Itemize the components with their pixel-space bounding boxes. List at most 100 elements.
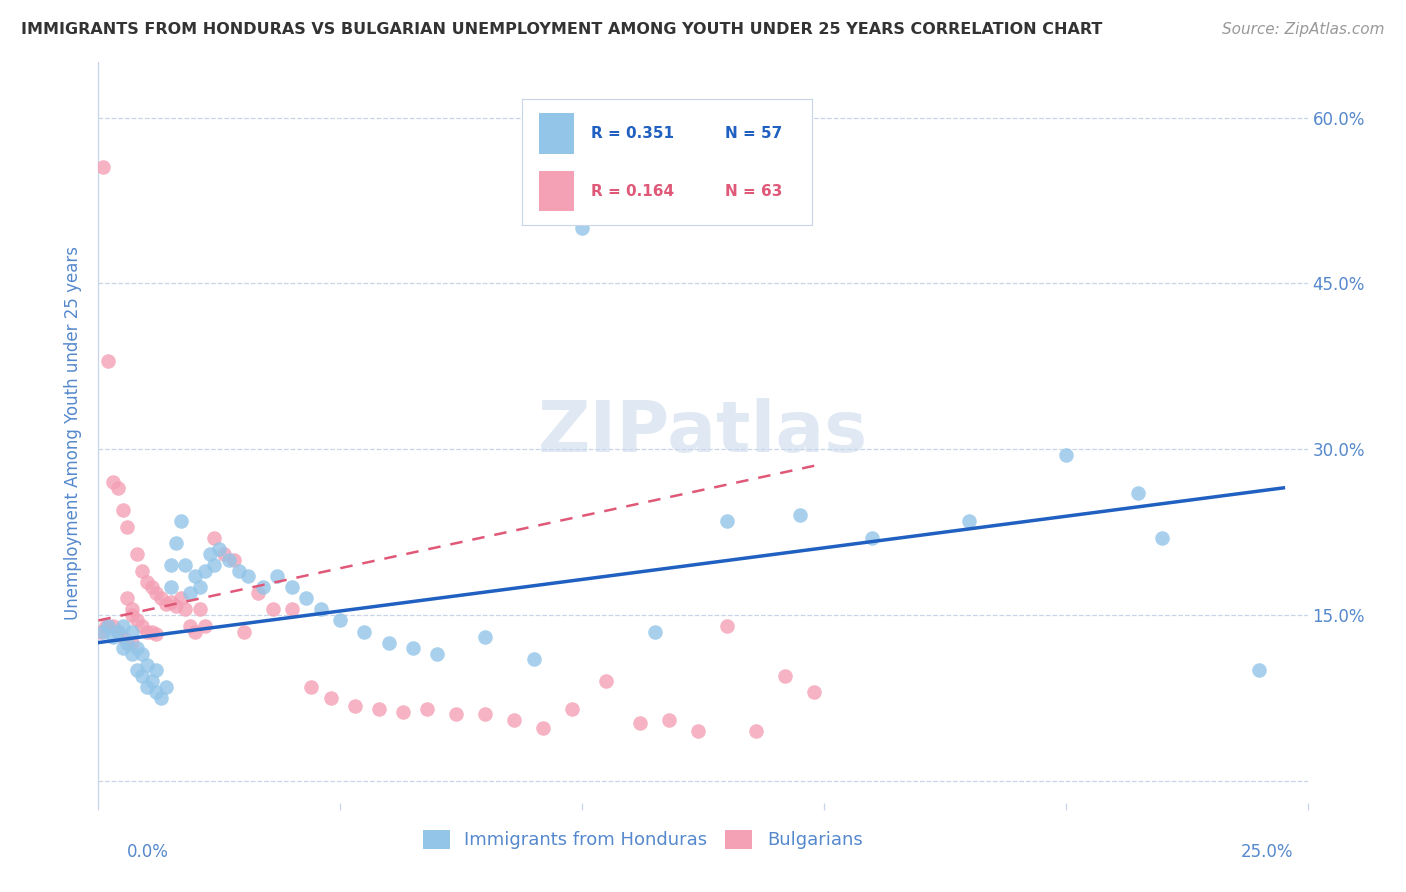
Point [141,580,163,594]
Point [218,552,240,566]
Point [165,599,187,613]
Point [141,674,163,689]
Point [232,624,254,639]
Text: IMMIGRANTS FROM HONDURAS VS BULGARIAN UNEMPLOYMENT AMONG YOUTH UNDER 25 YEARS CO: IMMIGRANTS FROM HONDURAS VS BULGARIAN UN… [21,22,1102,37]
Text: ZIPatlas: ZIPatlas [538,398,868,467]
Point [94,619,117,633]
Point [107,624,129,639]
Point [523,652,546,666]
Point [222,552,245,566]
Point [188,580,211,594]
Point [329,614,352,628]
Point [595,674,617,689]
Point [111,619,134,633]
Point [121,647,143,661]
Point [121,602,143,616]
Text: 25.0%: 25.0% [1241,843,1294,861]
Point [503,713,526,727]
Point [745,723,768,738]
Point [174,602,197,616]
Point [135,657,157,672]
Point [131,647,153,661]
Point [252,580,274,594]
Point [474,630,496,644]
Point [474,707,496,722]
Point [131,669,153,683]
Point [716,619,738,633]
Point [194,619,217,633]
Point [262,602,284,616]
Point [111,503,134,517]
Point [91,161,114,175]
Point [208,541,231,556]
Point [353,624,375,639]
Text: 0.0%: 0.0% [127,843,169,861]
Point [117,635,139,649]
Point [179,586,201,600]
Point [803,685,825,699]
Legend: Immigrants from Honduras, Bulgarians: Immigrants from Honduras, Bulgarians [415,823,870,856]
Point [446,707,468,722]
Point [145,685,167,699]
Point [688,723,710,738]
Point [174,558,197,573]
Y-axis label: Unemployment Among Youth under 25 years: Unemployment Among Youth under 25 years [65,245,83,620]
Point [169,591,191,606]
Point [90,624,112,639]
Point [101,630,124,644]
Point [299,680,322,694]
Point [131,564,153,578]
Point [145,663,167,677]
Point [238,569,260,583]
Point [145,626,167,640]
Point [141,624,163,639]
Point [145,586,167,600]
Point [127,663,149,677]
Point [121,607,143,622]
Point [179,619,201,633]
Point [266,569,288,583]
Point [1152,531,1174,545]
Point [368,702,391,716]
Point [281,602,304,616]
Point [127,547,149,561]
Point [198,547,221,561]
Point [212,547,235,561]
Point [127,641,149,656]
Point [716,514,738,528]
Point [117,635,139,649]
Point [571,221,593,235]
Point [160,580,183,594]
Point [1054,448,1077,462]
Point [860,531,883,545]
Point [957,514,980,528]
Point [121,624,143,639]
Point [97,619,120,633]
Point [111,641,134,656]
Point [160,558,183,573]
Point [658,713,681,727]
Point [194,564,217,578]
Point [188,602,211,616]
Point [416,702,439,716]
Point [531,721,554,735]
Point [135,624,157,639]
Point [150,591,173,606]
Point [281,580,304,594]
Point [392,705,415,719]
Point [101,475,124,490]
Point [789,508,811,523]
Point [402,641,425,656]
Point [97,619,120,633]
Point [117,591,139,606]
Point [1249,663,1271,677]
Point [773,669,796,683]
Point [165,536,187,550]
Point [377,635,399,649]
Point [309,602,332,616]
Point [169,514,191,528]
Point [295,591,318,606]
Point [91,624,114,639]
Point [204,558,226,573]
Point [561,702,583,716]
